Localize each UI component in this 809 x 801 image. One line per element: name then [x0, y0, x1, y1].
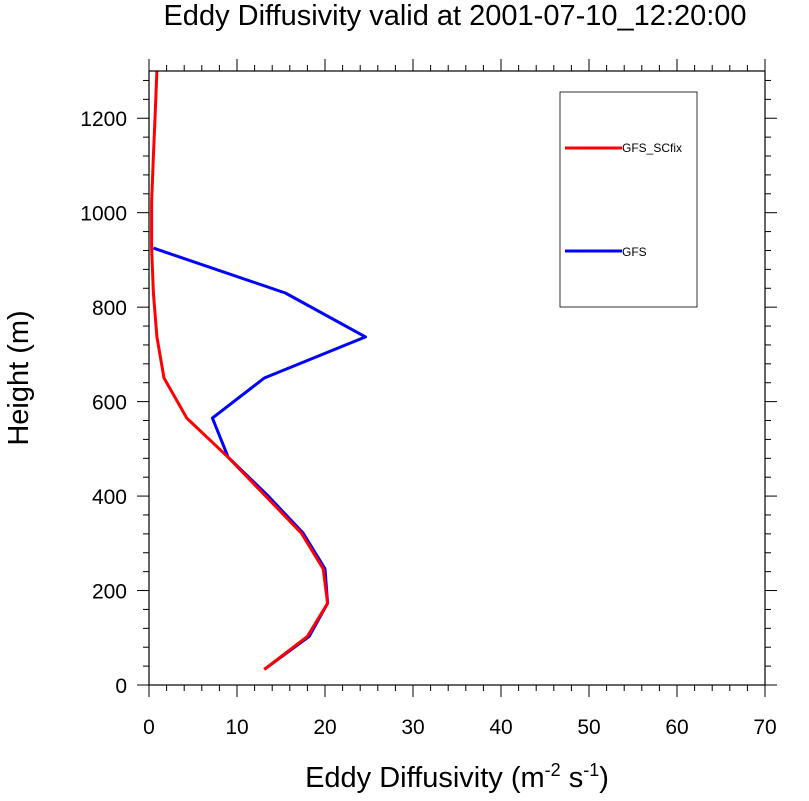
x-tick-label: 10 — [225, 716, 248, 739]
x-tick-label: 70 — [753, 716, 776, 739]
x-tick-label: 60 — [665, 716, 688, 739]
x-tick-label: 0 — [143, 716, 155, 739]
y-tick-label: 1000 — [80, 203, 127, 226]
x-axis-title: Eddy Diffusivity (m-2 s-1) — [305, 760, 609, 794]
axis-ticks — [137, 59, 777, 697]
y-tick-label: 600 — [92, 392, 127, 415]
legend-label-gfs: GFS — [622, 245, 647, 259]
y-axis-title: Height (m) — [3, 310, 35, 445]
x-tick-label: 30 — [401, 716, 424, 739]
y-tick-label: 200 — [92, 581, 127, 604]
plot-frame — [148, 70, 766, 686]
y-axis-tick-labels: 0 200 400 600 800 1000 1200 — [80, 108, 127, 698]
series-line-gfs — [152, 246, 367, 671]
x-axis-tick-labels: 0 10 20 30 40 50 60 70 — [143, 716, 777, 739]
x-tick-label: 50 — [577, 716, 600, 739]
x-tick-label: 20 — [313, 716, 336, 739]
chart-title: Eddy Diffusivity valid at 2001-07-10_12:… — [163, 0, 746, 32]
y-tick-label: 800 — [92, 297, 127, 320]
legend: GFS_SCfix GFS — [559, 91, 698, 308]
x-tick-label: 40 — [489, 716, 512, 739]
series-line-gfs-scfix — [150, 70, 330, 671]
y-tick-label: 1200 — [80, 108, 127, 131]
legend-label-gfs-scfix: GFS_SCfix — [622, 141, 682, 155]
y-tick-label: 400 — [92, 486, 127, 509]
series-lines — [150, 70, 367, 671]
legend-box — [559, 91, 698, 308]
y-tick-label: 0 — [115, 675, 127, 698]
